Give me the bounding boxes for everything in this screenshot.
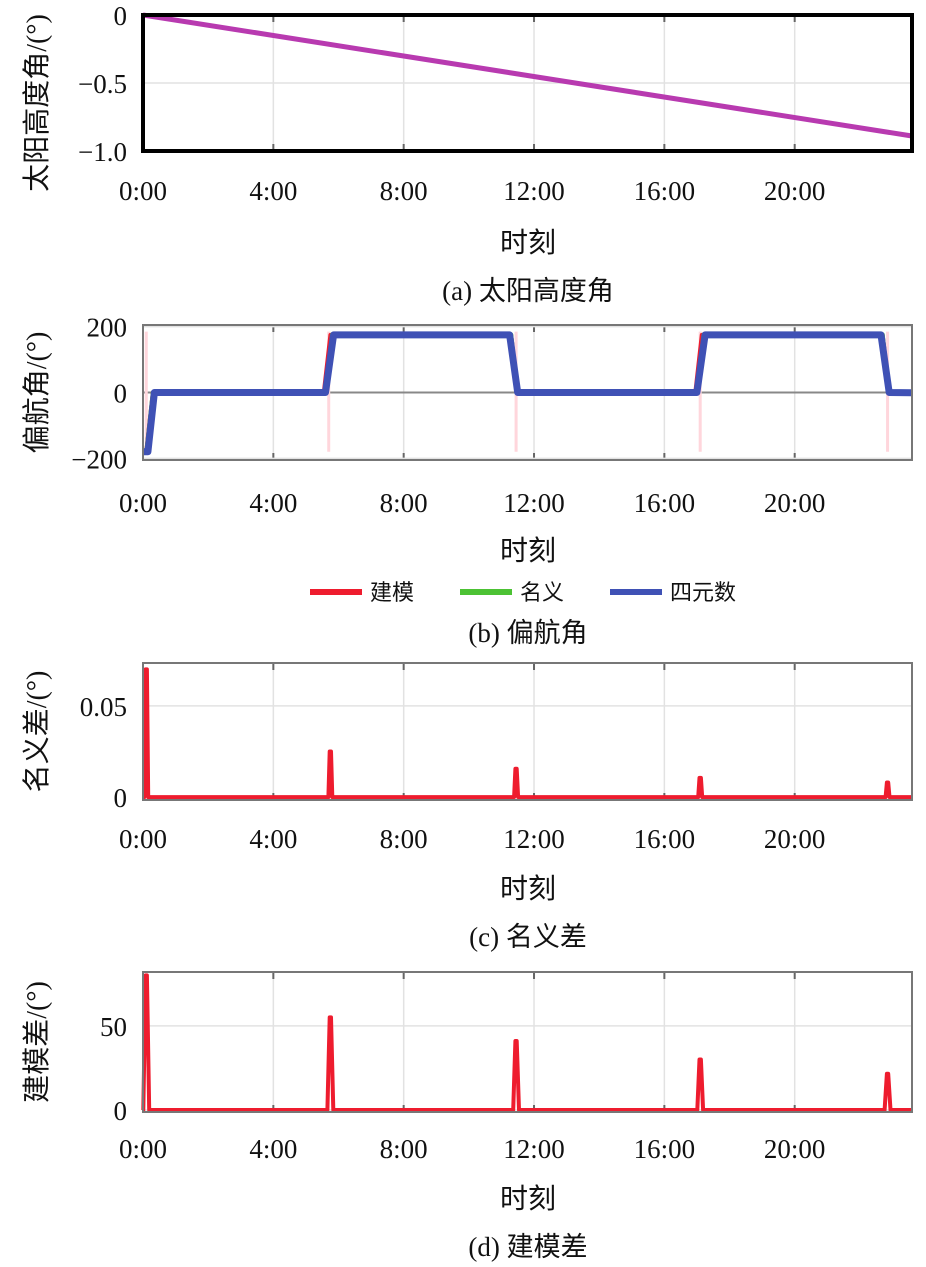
x-tick-label: 8:00 [380, 488, 428, 518]
plot-frame [142, 324, 913, 461]
panel-caption: (d) 建模差 [468, 1232, 587, 1262]
x-tick-label: 20:00 [764, 1134, 826, 1164]
y-tick-label: −200 [71, 444, 127, 474]
y-tick-label: 0 [114, 1, 128, 31]
x-tick-label: 16:00 [634, 824, 696, 854]
chart-panel-d: 0:00 4:00 8:00 12:00 16:00 20:00 50 0 建模差/(°) 时刻 (… [21, 971, 913, 1262]
legend-label: 名义 [520, 580, 564, 605]
x-tick-label: 12:00 [503, 488, 565, 518]
plot-frame [142, 662, 913, 801]
y-axis-label: 偏航角/(°) [21, 332, 53, 454]
series-line-0 [142, 667, 912, 800]
x-tick-label: 20:00 [764, 488, 826, 518]
x-tick-label: 0:00 [119, 176, 167, 206]
x-tick-label: 8:00 [380, 824, 428, 854]
x-tick-label: 0:00 [119, 1134, 167, 1164]
y-tick-label: 0 [114, 1096, 128, 1126]
x-tick-label: 4:00 [249, 824, 297, 854]
y-tick-label: 50 [100, 1012, 127, 1042]
x-tick-label: 16:00 [634, 176, 696, 206]
x-tick-label: 16:00 [634, 488, 696, 518]
y-tick-label: 0 [114, 379, 128, 409]
y-tick-label: 0 [114, 783, 128, 813]
plot-frame [141, 13, 914, 153]
x-tick-label: 12:00 [503, 1134, 565, 1164]
panel-caption: (a) 太阳高度角 [442, 276, 614, 306]
x-tick-label: 4:00 [249, 488, 297, 518]
chart-panel-c: 0:00 4:00 8:00 12:00 16:00 20:00 0.05 0 名义差/(°) 时… [21, 662, 913, 952]
x-tick-label: 8:00 [380, 1134, 428, 1164]
x-tick-label: 4:00 [249, 176, 297, 206]
x-tick-label: 12:00 [503, 824, 565, 854]
x-tick-label: 8:00 [380, 176, 428, 206]
panel-caption: (b) 偏航角 [468, 618, 587, 648]
x-axis-label: 时刻 [500, 535, 556, 567]
y-tick-label: 0.05 [80, 692, 127, 722]
x-tick-label: 20:00 [764, 824, 826, 854]
y-axis-label: 名义差/(°) [21, 671, 53, 793]
x-axis-label: 时刻 [500, 227, 556, 259]
x-tick-label: 4:00 [249, 1134, 297, 1164]
y-tick-label: 200 [87, 313, 128, 343]
x-axis-label: 时刻 [500, 873, 556, 905]
x-tick-label: 20:00 [764, 176, 826, 206]
plot-frame [142, 971, 913, 1113]
chart-panel-b: 0:00 4:00 8:00 12:00 16:00 20:00 200 0 −200 偏航角/(… [21, 313, 913, 648]
y-tick-label: −0.5 [78, 69, 127, 99]
series-line-0 [141, 973, 912, 1112]
x-tick-label: 12:00 [503, 176, 565, 206]
y-tick-label: −1.0 [78, 137, 127, 167]
panel-caption: (c) 名义差 [469, 922, 587, 952]
legend-label: 建模 [370, 580, 414, 605]
x-tick-label: 0:00 [119, 824, 167, 854]
x-tick-label: 0:00 [119, 488, 167, 518]
y-axis-label: 太阳高度角/(°) [21, 14, 53, 192]
series-line-2 [143, 331, 913, 456]
y-axis-label: 建模差/(°) [21, 981, 53, 1103]
series-line-0 [142, 12, 913, 139]
x-tick-label: 16:00 [634, 1134, 696, 1164]
legend-label: 四元数 [670, 580, 736, 605]
chart-panel-a: 0:00 4:00 8:00 12:00 16:00 20:00 0 −0.5 −1.0 太阳高度… [21, 1, 914, 306]
x-axis-label: 时刻 [500, 1183, 556, 1215]
